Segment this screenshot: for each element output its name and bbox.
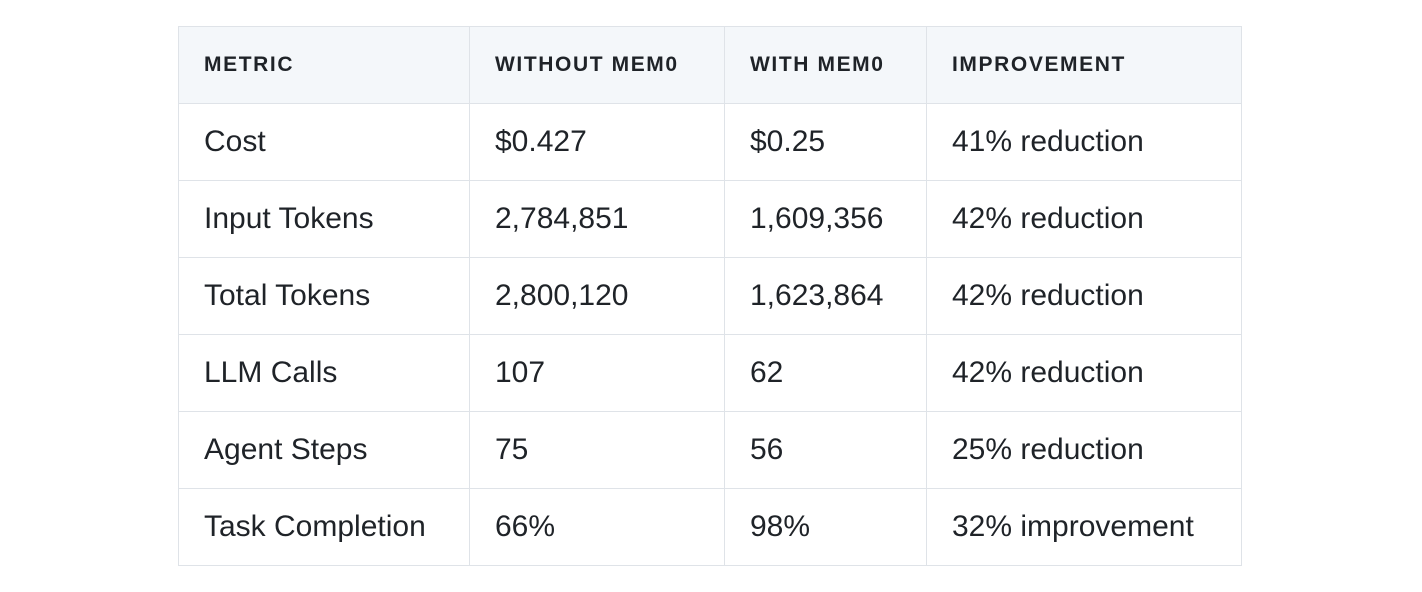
cell-metric: Total Tokens [178,257,470,335]
table-row: LLM Calls 107 62 42% reduction [178,334,1242,412]
cell-improvement: 25% reduction [926,411,1242,489]
cell-without-mem0: 2,784,851 [469,180,725,258]
header-improvement: IMPROVEMENT [926,26,1242,104]
table-row: Total Tokens 2,800,120 1,623,864 42% red… [178,257,1242,335]
header-without-mem0: WITHOUT MEM0 [469,26,725,104]
cell-metric: Task Completion [178,488,470,566]
cell-improvement: 41% reduction [926,103,1242,181]
table-row: Input Tokens 2,784,851 1,609,356 42% red… [178,180,1242,258]
header-row: METRIC WITHOUT MEM0 WITH MEM0 IMPROVEMEN… [178,26,1242,104]
cell-with-mem0: 98% [724,488,927,566]
cell-metric: Cost [178,103,470,181]
cell-without-mem0: $0.427 [469,103,725,181]
cell-improvement: 42% reduction [926,180,1242,258]
cell-without-mem0: 2,800,120 [469,257,725,335]
cell-without-mem0: 66% [469,488,725,566]
table-row: Task Completion 66% 98% 32% improvement [178,488,1242,566]
header-metric: METRIC [178,26,470,104]
table-row: Cost $0.427 $0.25 41% reduction [178,103,1242,181]
comparison-table: METRIC WITHOUT MEM0 WITH MEM0 IMPROVEMEN… [178,26,1242,566]
table-body: Cost $0.427 $0.25 41% reduction Input To… [178,103,1242,566]
cell-metric: Input Tokens [178,180,470,258]
cell-with-mem0: 62 [724,334,927,412]
comparison-table-container: METRIC WITHOUT MEM0 WITH MEM0 IMPROVEMEN… [178,26,1242,566]
cell-metric: LLM Calls [178,334,470,412]
cell-with-mem0: 56 [724,411,927,489]
cell-without-mem0: 75 [469,411,725,489]
table-row: Agent Steps 75 56 25% reduction [178,411,1242,489]
cell-with-mem0: 1,609,356 [724,180,927,258]
cell-metric: Agent Steps [178,411,470,489]
cell-improvement: 42% reduction [926,334,1242,412]
cell-improvement: 42% reduction [926,257,1242,335]
table-header: METRIC WITHOUT MEM0 WITH MEM0 IMPROVEMEN… [178,26,1242,104]
cell-with-mem0: 1,623,864 [724,257,927,335]
cell-improvement: 32% improvement [926,488,1242,566]
header-with-mem0: WITH MEM0 [724,26,927,104]
cell-with-mem0: $0.25 [724,103,927,181]
cell-without-mem0: 107 [469,334,725,412]
